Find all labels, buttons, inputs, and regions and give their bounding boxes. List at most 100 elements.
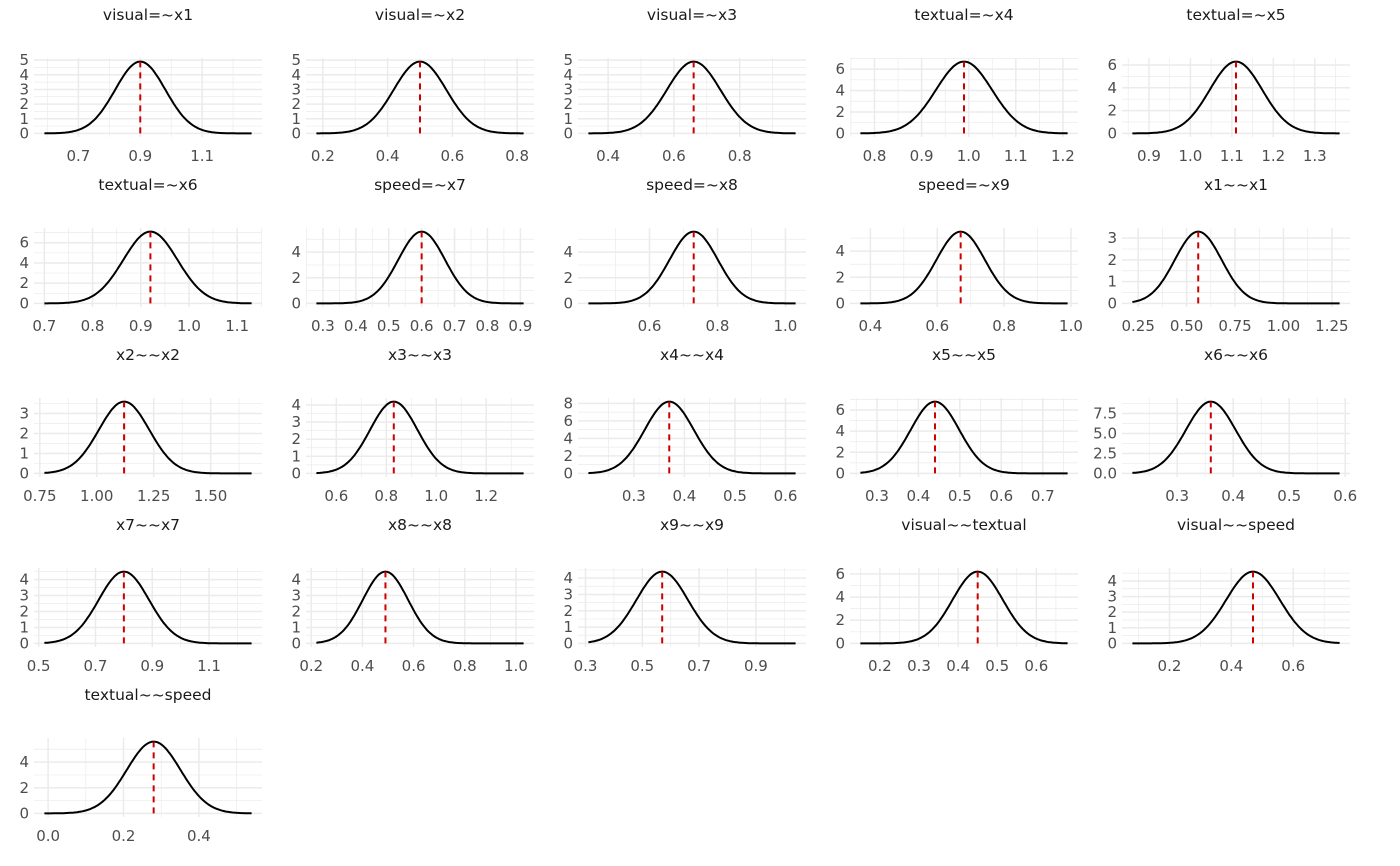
x-tick-label: 0.4 <box>376 147 400 165</box>
y-tick-label: 4 <box>1107 79 1117 97</box>
x-tick-label: 0.4 <box>187 827 211 845</box>
density-curve <box>588 400 796 475</box>
x-tick-label: 0.4 <box>1221 487 1245 505</box>
y-tick-label: 6 <box>19 234 29 252</box>
x-tick-label: 1.0 <box>774 317 798 335</box>
x-tick-label: 0.3 <box>574 657 598 675</box>
x-tick-label: 1.1 <box>1220 147 1244 165</box>
y-tick-label: 2 <box>19 95 29 113</box>
x-tick-label: 0.7 <box>84 657 108 675</box>
y-tick-label: 3 <box>19 587 29 605</box>
y-tick-label: 3 <box>291 413 301 431</box>
y-tick-label: 0 <box>19 634 29 652</box>
y-tick-label: 4 <box>19 66 29 84</box>
x-tick-label: 1.0 <box>1059 317 1083 335</box>
y-tick-label: 2 <box>563 269 573 287</box>
x-tick-label: 0.8 <box>81 317 105 335</box>
y-tick-label: 2 <box>19 425 29 443</box>
panel-title: textual=~x6 <box>98 176 197 194</box>
x-tick-label: 0.7 <box>32 317 56 335</box>
x-tick-label: 0.5 <box>377 317 401 335</box>
x-tick-label: 1.2 <box>1261 147 1285 165</box>
x-tick-label: 0.3 <box>311 317 335 335</box>
y-tick-label: 3 <box>19 405 29 423</box>
y-tick-label: 0 <box>563 464 573 482</box>
y-tick-label: 1 <box>1107 619 1117 637</box>
y-tick-label: 4 <box>563 569 573 587</box>
x-tick-label: 0.8 <box>505 147 529 165</box>
x-tick-label: 0.6 <box>410 317 434 335</box>
y-tick-label: 4 <box>835 588 845 606</box>
y-tick-label: 0 <box>291 294 301 312</box>
facet-panel: 0.25 0.50 0.75 1.00 1.25 0 1 2 3 x1~~x1 <box>1107 176 1350 335</box>
density-curve <box>1132 230 1340 305</box>
density-curve <box>860 570 1068 645</box>
y-tick-label: 2 <box>291 602 301 620</box>
y-tick-label: 2 <box>835 103 845 121</box>
y-tick-label: 4 <box>19 753 29 771</box>
y-tick-label: 2 <box>1107 603 1117 621</box>
panel-title: visual=~x2 <box>375 6 465 24</box>
x-tick-label: 0.7 <box>66 147 90 165</box>
x-tick-label: 1.1 <box>197 657 221 675</box>
density-curve <box>588 230 796 305</box>
x-tick-label: 0.75 <box>1218 317 1251 335</box>
x-tick-label: 0.3 <box>622 487 646 505</box>
density-curve <box>44 400 252 475</box>
panel-title: textual=~x4 <box>914 6 1013 24</box>
y-tick-label: 2 <box>291 269 301 287</box>
x-tick-label: 0.4 <box>672 487 696 505</box>
x-tick-label: 1.50 <box>194 487 227 505</box>
y-tick-label: 2 <box>291 95 301 113</box>
x-tick-label: 0.6 <box>925 317 949 335</box>
x-tick-label: 0.6 <box>1024 657 1048 675</box>
x-tick-label: 0.6 <box>1281 657 1305 675</box>
facet-panel: 0.4 0.6 0.8 1.0 0 2 4 speed=~x9 <box>835 176 1082 335</box>
density-curve <box>316 230 524 305</box>
x-tick-label: 0.4 <box>596 147 620 165</box>
x-tick-label: 1.00 <box>1267 317 1300 335</box>
y-tick-label: 4 <box>835 242 845 260</box>
panel-title: x7~~x7 <box>116 516 180 534</box>
y-tick-label: 0.0 <box>1093 464 1117 482</box>
x-tick-label: 0.8 <box>728 147 752 165</box>
x-tick-label: 0.6 <box>324 487 348 505</box>
y-tick-label: 4 <box>291 243 301 261</box>
panel-title: x6~~x6 <box>1204 346 1268 364</box>
x-tick-label: 0.6 <box>989 487 1013 505</box>
y-tick-label: 0 <box>835 124 845 142</box>
x-tick-label: 0.5 <box>27 657 51 675</box>
y-tick-label: 0 <box>291 634 301 652</box>
y-tick-label: 1 <box>291 447 301 465</box>
y-tick-label: 0 <box>563 294 573 312</box>
x-tick-label: 1.25 <box>1315 317 1348 335</box>
y-tick-label: 4 <box>291 571 301 589</box>
density-curve <box>588 60 796 135</box>
x-tick-label: 0.9 <box>1137 147 1161 165</box>
y-tick-label: 4 <box>291 396 301 414</box>
density-curve <box>588 570 796 645</box>
x-tick-label: 0.8 <box>453 657 477 675</box>
x-tick-label: 0.75 <box>23 487 56 505</box>
y-tick-label: 0 <box>1107 294 1117 312</box>
panel-title: visual=~x1 <box>103 6 193 24</box>
y-tick-label: 0 <box>19 804 29 822</box>
panel-title: speed=~x8 <box>646 176 738 194</box>
facet-panel: 0.9 1.0 1.1 1.2 1.3 0 2 4 6 textual=~x5 <box>1107 6 1350 165</box>
x-tick-label: 0.8 <box>863 147 887 165</box>
x-tick-label: 0.6 <box>662 147 686 165</box>
x-tick-label: 0.2 <box>299 657 323 675</box>
x-tick-label: 0.3 <box>907 657 931 675</box>
panel-title: speed=~x7 <box>374 176 466 194</box>
x-tick-label: 0.3 <box>1165 487 1189 505</box>
x-tick-label: 1.0 <box>504 657 528 675</box>
y-tick-label: 3 <box>563 585 573 603</box>
x-tick-label: 1.0 <box>177 317 201 335</box>
y-tick-label: 6 <box>835 565 845 583</box>
x-tick-label: 1.0 <box>1178 147 1202 165</box>
x-tick-label: 0.9 <box>140 657 164 675</box>
